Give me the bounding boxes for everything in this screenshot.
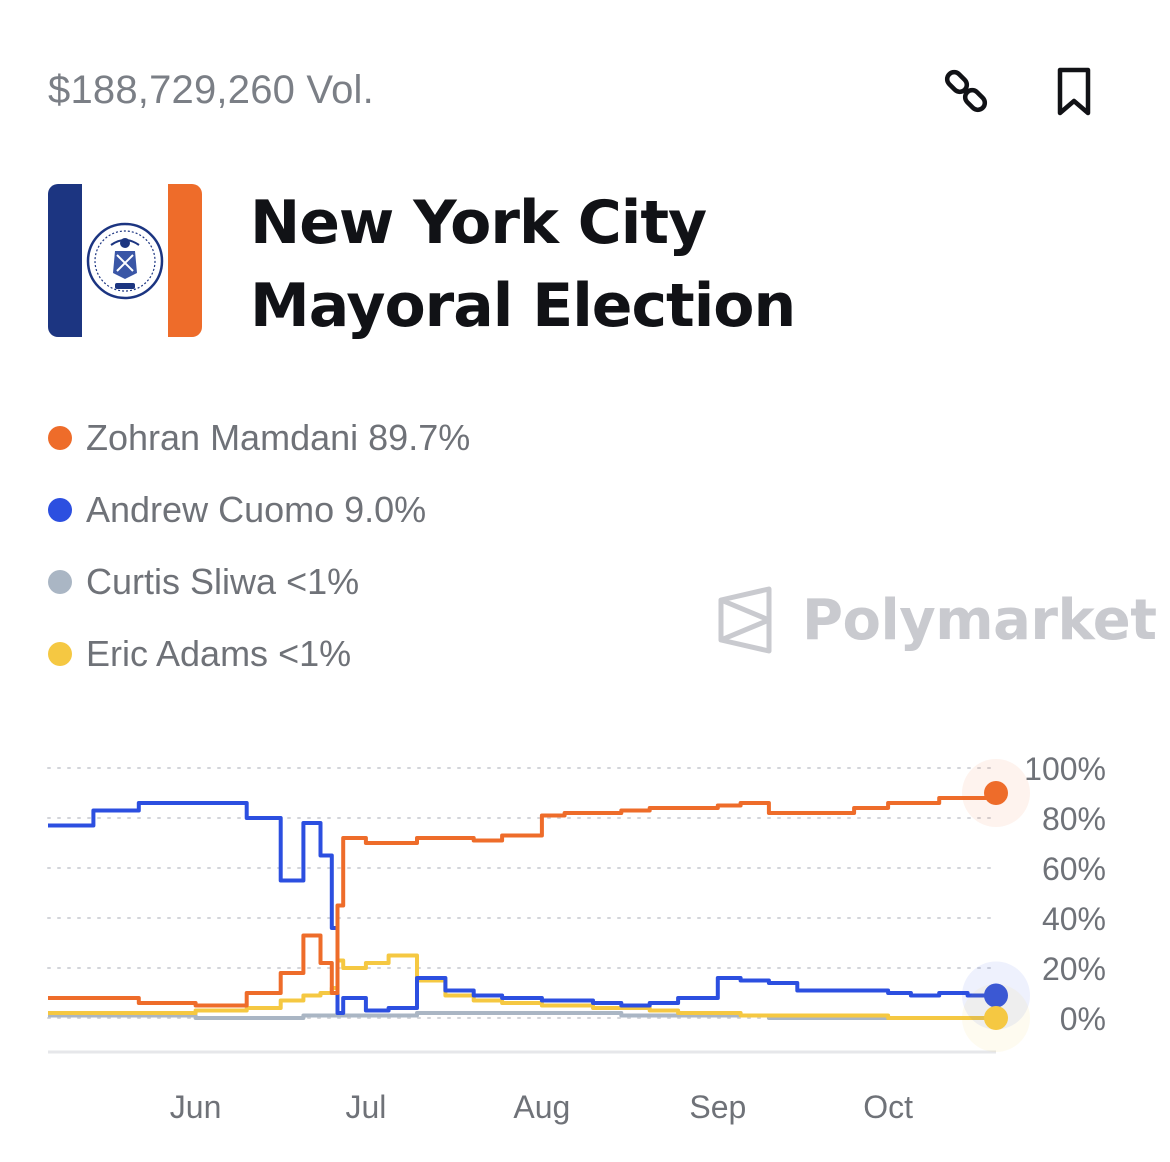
y-tick-label: 0% <box>1060 1001 1106 1037</box>
legend-dot <box>48 426 72 450</box>
series-line-zohran-mamdani <box>48 793 998 1008</box>
market-title: New York City Mayoral Election <box>250 188 796 341</box>
x-tick-label: Oct <box>863 1089 913 1125</box>
legend-item-cuomo: Andrew Cuomo 9.0% <box>48 474 470 546</box>
x-tick-label: Aug <box>513 1089 570 1125</box>
legend-value: <1% <box>278 633 352 674</box>
y-tick-label: 80% <box>1042 801 1106 837</box>
end-marker <box>984 1006 1008 1030</box>
legend-name: Andrew Cuomo <box>86 489 335 530</box>
legend-value: 89.7% <box>368 417 471 458</box>
x-tick-label: Jul <box>345 1089 386 1125</box>
end-marker <box>984 781 1008 805</box>
x-tick-label: Jun <box>170 1089 222 1125</box>
legend-value: <1% <box>286 561 360 602</box>
legend-item-sliwa: Curtis Sliwa <1% <box>48 546 470 618</box>
legend-name: Zohran Mamdani <box>86 417 359 458</box>
legend-name: Eric Adams <box>86 633 269 674</box>
y-tick-label: 20% <box>1042 951 1106 987</box>
polymarket-logo-icon <box>718 586 772 654</box>
price-history-chart[interactable]: 100% 80% 60% 40% 20% 0% Jun Jul Aug Sep Oct <box>0 730 1170 1162</box>
y-tick-label: 40% <box>1042 901 1106 937</box>
end-marker <box>984 983 1008 1008</box>
y-tick-label: 100% <box>1024 751 1106 787</box>
bookmark-icon[interactable] <box>1048 66 1100 118</box>
link-icon[interactable] <box>940 66 992 118</box>
nyc-seal-icon <box>86 222 164 299</box>
chart-legend: Zohran Mamdani 89.7% Andrew Cuomo 9.0% C… <box>48 402 470 690</box>
watermark-text: Polymarket <box>802 587 1157 653</box>
nyc-flag-logo <box>48 184 202 337</box>
volume-label: $188,729,260 Vol. <box>48 68 374 112</box>
legend-dot <box>48 498 72 522</box>
polymarket-watermark: Polymarket <box>716 586 1157 654</box>
x-tick-label: Sep <box>689 1089 746 1125</box>
series-line-curtis-sliwa <box>48 1011 996 1020</box>
legend-dot <box>48 570 72 594</box>
legend-value: 9.0% <box>344 489 427 530</box>
y-tick-label: 60% <box>1042 851 1106 887</box>
legend-item-adams: Eric Adams <1% <box>48 618 470 690</box>
legend-name: Curtis Sliwa <box>86 561 277 602</box>
series-line-andrew-cuomo <box>48 801 996 1015</box>
legend-dot <box>48 642 72 666</box>
series-line-eric-adams <box>48 953 996 1020</box>
legend-item-mamdani: Zohran Mamdani 89.7% <box>48 402 470 474</box>
